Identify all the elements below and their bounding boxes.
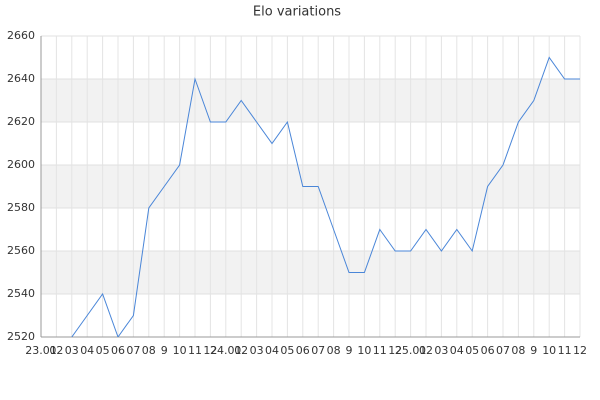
- x-tick-label: 08: [142, 344, 156, 357]
- x-tick-label: 10: [357, 344, 371, 357]
- x-tick-label: 04: [80, 344, 94, 357]
- x-tick-label: 11: [558, 344, 572, 357]
- x-tick-label: 9: [346, 344, 353, 357]
- y-tick-label: 2580: [7, 201, 35, 214]
- x-tick-label: 06: [296, 344, 310, 357]
- x-tick-label: 07: [496, 344, 510, 357]
- x-tick-label: 06: [111, 344, 125, 357]
- x-tick-label: 24.01: [210, 344, 242, 357]
- x-tick-label: 9: [161, 344, 168, 357]
- x-tick-label: 10: [542, 344, 556, 357]
- x-tick-label: 03: [434, 344, 448, 357]
- x-tick-label: 04: [450, 344, 464, 357]
- grid-band: [41, 79, 580, 122]
- y-tick-label: 2560: [7, 244, 35, 257]
- x-tick-label: 12: [203, 344, 217, 357]
- x-tick-label: 03: [250, 344, 264, 357]
- x-tick-label: 11: [373, 344, 387, 357]
- x-tick-label: 04: [265, 344, 279, 357]
- x-tick-label: 03: [65, 344, 79, 357]
- grid-band: [41, 251, 580, 294]
- x-tick-label: 05: [96, 344, 110, 357]
- x-tick-label: 06: [481, 344, 495, 357]
- chart-title: Elo variations: [253, 5, 341, 20]
- x-tick-label: 10: [173, 344, 187, 357]
- y-tick-label: 2620: [7, 115, 35, 128]
- x-tick-label: 08: [327, 344, 341, 357]
- y-tick-label: 2520: [7, 330, 35, 343]
- x-tick-label: 08: [511, 344, 525, 357]
- y-tick-label: 2600: [7, 158, 35, 171]
- y-tick-label: 2660: [7, 29, 35, 42]
- y-tick-label: 2540: [7, 287, 35, 300]
- x-tick-label: 12: [388, 344, 402, 357]
- x-tick-label: 23.01: [25, 344, 57, 357]
- x-tick-label: 9: [530, 344, 537, 357]
- x-tick-label: 07: [311, 344, 325, 357]
- line: [71, 56, 580, 337]
- x-tick-label: 02: [234, 344, 248, 357]
- x-tick-label: 02: [49, 344, 63, 357]
- x-tick-label: 05: [280, 344, 294, 357]
- x-tick-label: 02: [419, 344, 433, 357]
- x-tick-label: 07: [126, 344, 140, 357]
- x-tick-label: 25.01: [395, 344, 427, 357]
- y-tick-label: 2640: [7, 72, 35, 85]
- x-tick-label: 05: [465, 344, 479, 357]
- x-tick-label: 12: [573, 344, 587, 357]
- x-tick-label: 11: [188, 344, 202, 357]
